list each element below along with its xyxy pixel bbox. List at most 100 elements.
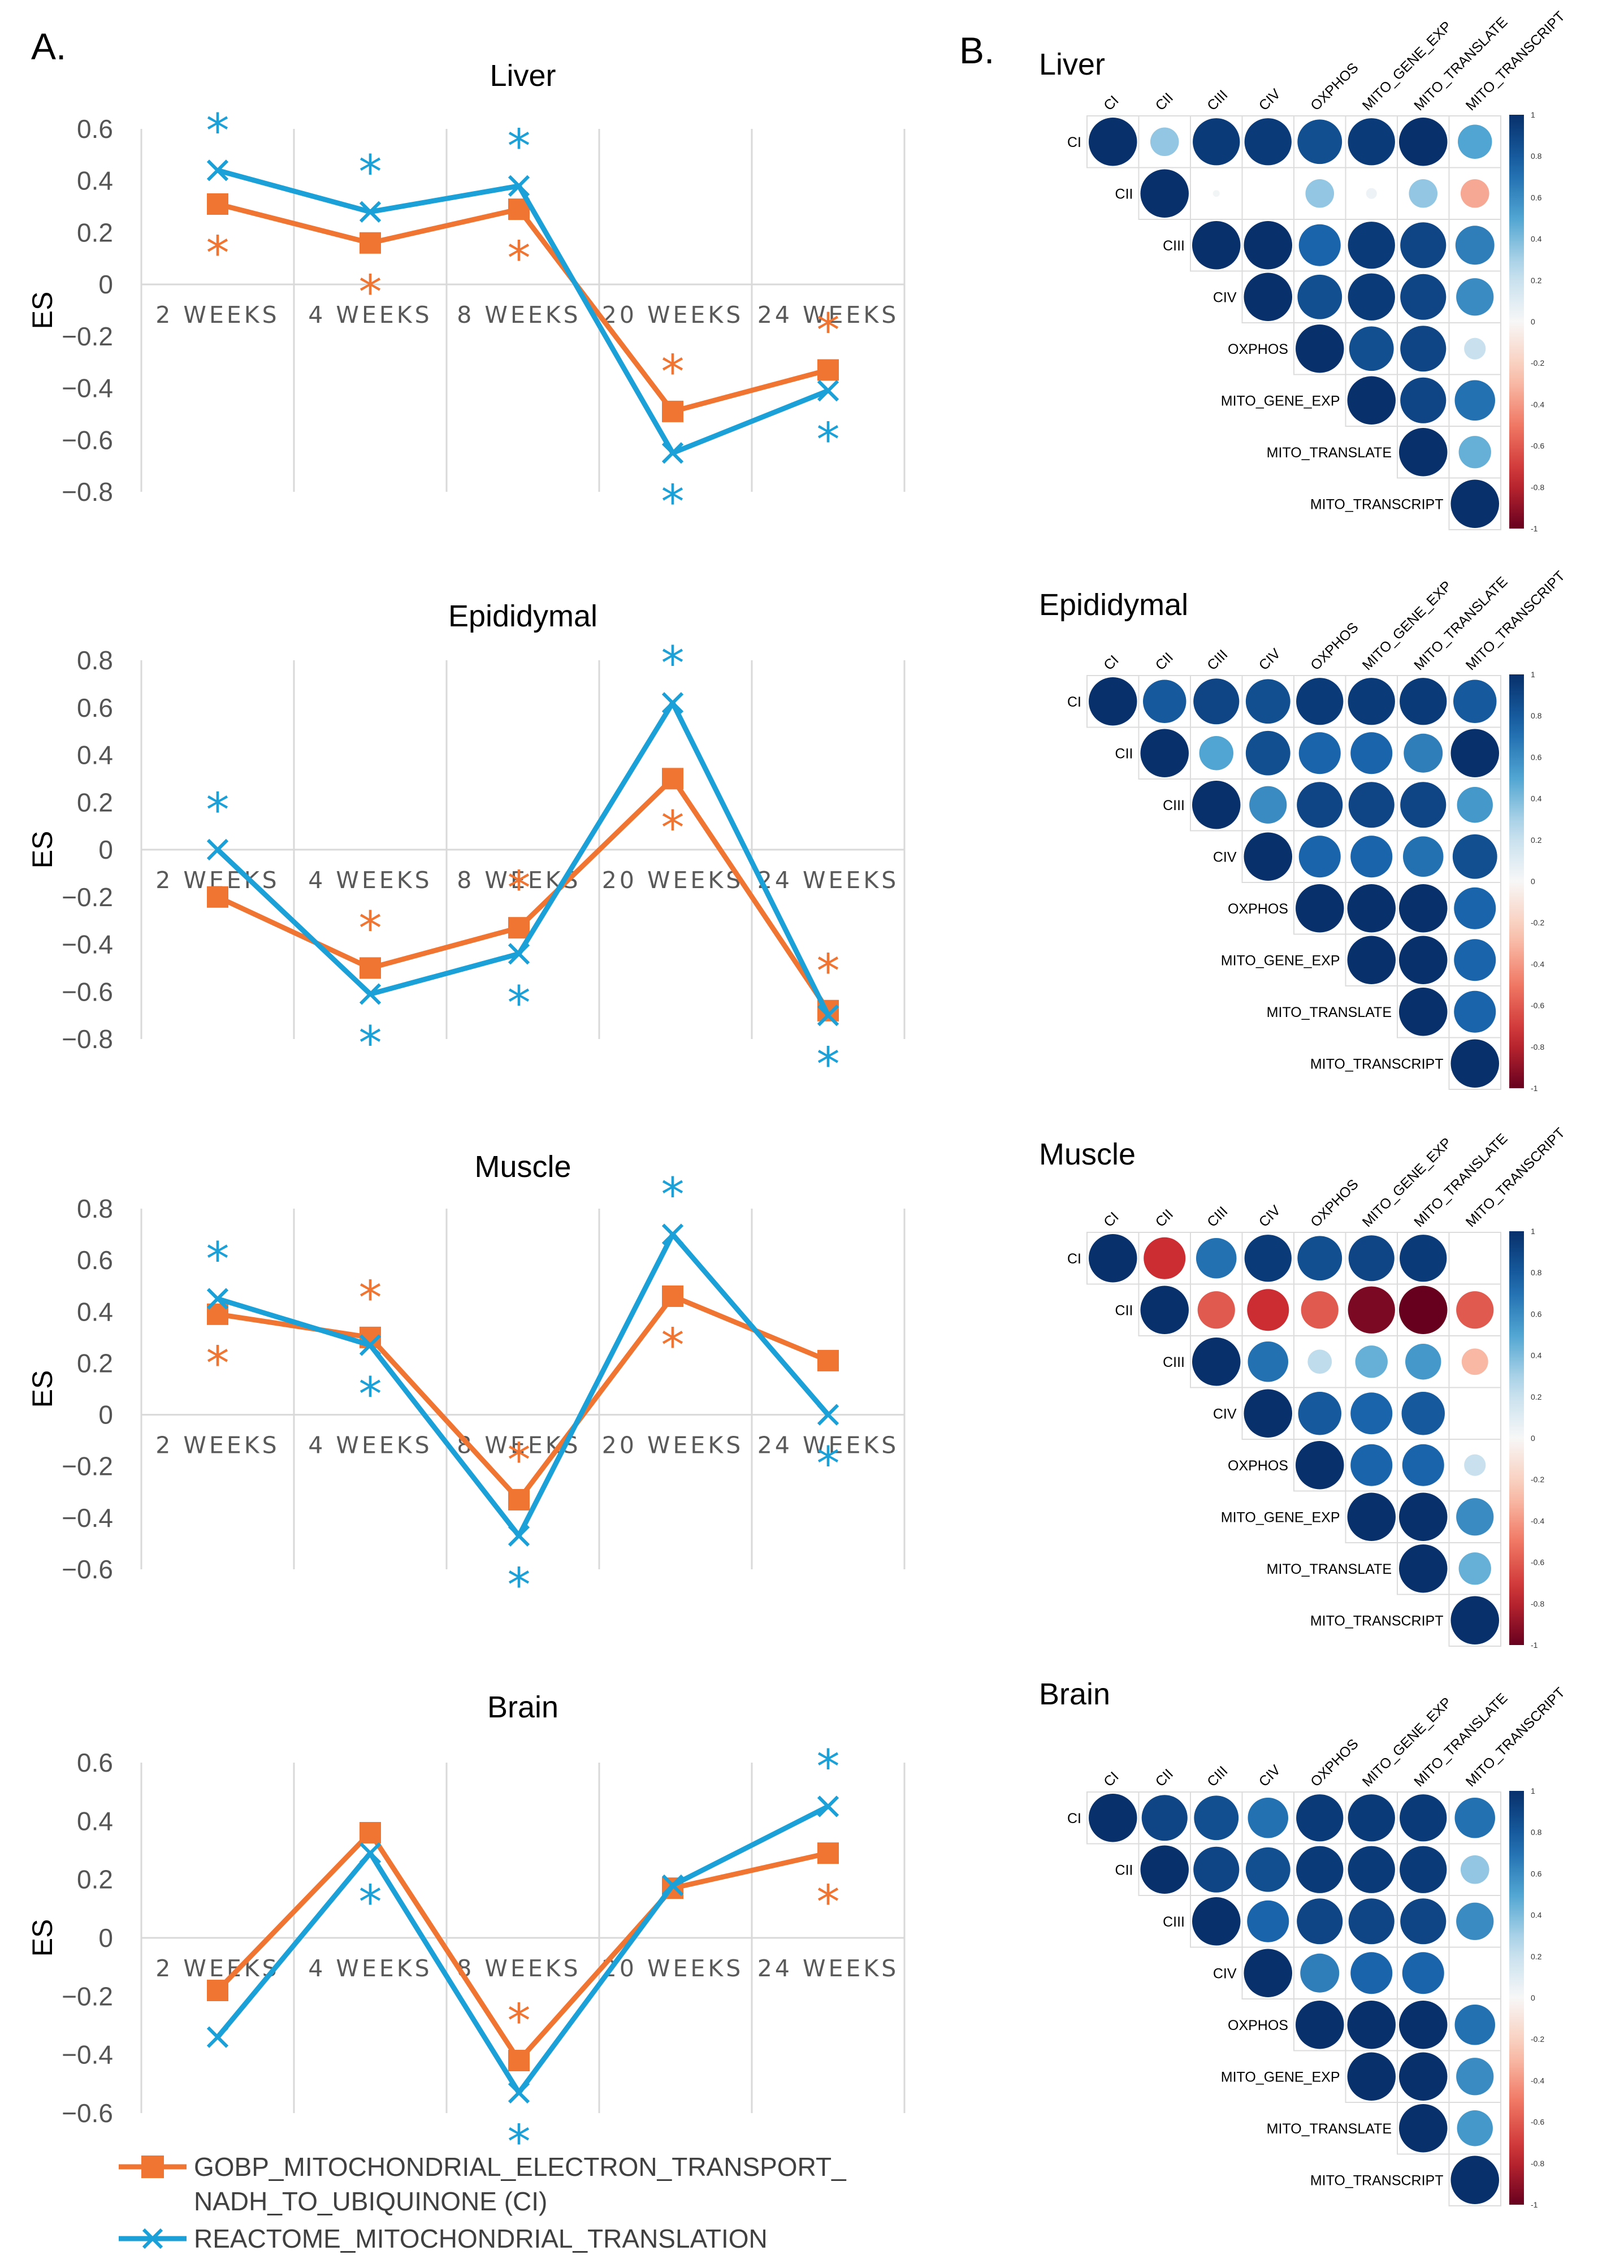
correlation-circle bbox=[1249, 786, 1287, 824]
colorbar bbox=[1509, 674, 1524, 1088]
legend-translation-marker bbox=[142, 2228, 163, 2249]
data-point bbox=[206, 1288, 229, 1310]
significance-asterisk: * bbox=[817, 945, 840, 998]
colorbar-tick-label: 0 bbox=[1531, 877, 1535, 886]
correlation-circle bbox=[1457, 787, 1493, 823]
y-tick-label: 0 bbox=[98, 835, 113, 864]
data-point bbox=[661, 1223, 684, 1245]
correlation-circle bbox=[1350, 1952, 1393, 1994]
data-point bbox=[360, 1822, 381, 1843]
correlation-circle bbox=[1348, 222, 1395, 269]
row-label: CII bbox=[1115, 746, 1133, 761]
column-label: CI bbox=[1101, 93, 1121, 114]
colorbar-tick-label: 0.6 bbox=[1531, 1309, 1542, 1318]
colorbar-tick-label: -0.4 bbox=[1531, 1516, 1544, 1525]
line-chart-epididymal: Epididymal 0.8 0.6 0.4 0.2 0 −0.2 −0.4 −0.6 −0.8 E… bbox=[27, 599, 906, 1092]
y-tick-label: −0.6 bbox=[62, 977, 113, 1006]
colorbar-tick-label: 0 bbox=[1531, 1434, 1535, 1443]
colorbar-tick-label: -1 bbox=[1531, 1084, 1538, 1093]
correlation-circle bbox=[1454, 887, 1496, 929]
data-point bbox=[661, 442, 684, 464]
correlation-circle bbox=[1305, 179, 1335, 208]
significance-asterisk: * bbox=[508, 120, 531, 174]
correlation-circle bbox=[1192, 1338, 1241, 1386]
colorbar-tick-label: -0.8 bbox=[1531, 1042, 1544, 1051]
row-label: MITO_GENE_EXP bbox=[1221, 2069, 1340, 2085]
column-label: CIII bbox=[1204, 647, 1231, 673]
correlation-circle bbox=[1296, 1794, 1344, 1842]
correlation-circle bbox=[1454, 939, 1496, 981]
significance-asterisk: * bbox=[359, 146, 382, 200]
chart-title: Brain bbox=[487, 1690, 558, 1724]
correlation-circle bbox=[1244, 832, 1292, 881]
correlation-circle bbox=[1399, 118, 1448, 166]
column-label: MITO_GENE_EXP bbox=[1359, 18, 1455, 114]
correlation-circle bbox=[1296, 2001, 1344, 2049]
correlation-circle bbox=[1454, 990, 1496, 1033]
significance-asterisk: * bbox=[508, 1434, 531, 1487]
x-tick-label: 24 WEEKS bbox=[757, 1955, 899, 1982]
data-point bbox=[207, 193, 228, 215]
correlation-circle bbox=[1452, 834, 1497, 879]
correlation-cell bbox=[1448, 1387, 1501, 1440]
column-label: CIV bbox=[1256, 646, 1284, 673]
correlation-circle bbox=[1297, 1236, 1342, 1281]
series-ci bbox=[207, 1822, 839, 2071]
significance-asterisk: * bbox=[359, 1876, 382, 1929]
y-tick-label: 0.6 bbox=[77, 693, 113, 722]
x-tick-label: 20 WEEKS bbox=[602, 301, 743, 328]
row-label: CIII bbox=[1163, 238, 1185, 254]
colorbar-tick-label: 0.6 bbox=[1531, 752, 1542, 761]
correlation-circle bbox=[1298, 836, 1341, 878]
data-point bbox=[508, 2050, 530, 2071]
correlation-circle bbox=[1456, 1902, 1494, 1940]
column-label: MITO_TRANSCRIPT bbox=[1463, 1685, 1568, 1790]
column-label: MITO_TRANSLATE bbox=[1411, 1690, 1510, 1790]
correlation-circle bbox=[1244, 1235, 1292, 1282]
correlation-circle bbox=[1150, 127, 1179, 157]
row-label: CII bbox=[1115, 186, 1133, 202]
row-label: MITO_GENE_EXP bbox=[1221, 953, 1340, 968]
correlation-cell bbox=[1241, 167, 1294, 220]
y-tick-label: −0.6 bbox=[62, 1555, 113, 1584]
line-chart-liver: Liver 0.6 0.4 0.2 0 −0.2 −0.4 −0.6 −0.8 ES 2 WEEKS… bbox=[27, 59, 906, 529]
correlation-circle bbox=[1194, 1795, 1239, 1841]
significance-asterisk: * bbox=[661, 1319, 685, 1373]
x-tick-label: 4 WEEKS bbox=[308, 867, 432, 894]
column-label: OXPHOS bbox=[1307, 60, 1361, 114]
row-label: MITO_TRANSCRIPT bbox=[1310, 2172, 1444, 2188]
y-tick-label: −0.4 bbox=[62, 374, 113, 403]
data-point bbox=[817, 1349, 839, 1371]
row-label: CI bbox=[1067, 1811, 1081, 1826]
x-tick-label: 2 WEEKS bbox=[155, 1432, 279, 1459]
line-chart-brain: Brain 0.6 0.4 0.2 0 −0.2 −0.4 −0.6 ES 2 WEEKS 4 WE… bbox=[27, 1690, 906, 2169]
y-tick-label: −0.4 bbox=[62, 1503, 113, 1533]
significance-asterisk: * bbox=[817, 1438, 840, 1491]
row-label: CIII bbox=[1163, 798, 1185, 813]
column-label: MITO_TRANSLATE bbox=[1411, 574, 1510, 673]
correlation-circle bbox=[1296, 324, 1344, 373]
row-label: MITO_TRANSLATE bbox=[1267, 445, 1392, 461]
colorbar-tick-label: 0.8 bbox=[1531, 1828, 1542, 1837]
colorbar-tick-label: -0.2 bbox=[1531, 358, 1544, 367]
y-tick-label: 0.4 bbox=[77, 741, 113, 770]
x-tick-label: 2 WEEKS bbox=[155, 1955, 279, 1982]
data-point bbox=[661, 692, 684, 714]
correlation-circle bbox=[1460, 1855, 1489, 1884]
correlation-circle bbox=[1458, 1552, 1491, 1585]
significance-asterisk: * bbox=[508, 1994, 531, 2048]
row-label: MITO_TRANSCRIPT bbox=[1310, 1056, 1444, 1072]
data-point bbox=[817, 1795, 839, 1817]
correlation-circle bbox=[1450, 479, 1499, 528]
correlation-circle bbox=[1143, 679, 1186, 723]
y-tick-label: 0.2 bbox=[77, 787, 113, 817]
y-tick-label: 0.4 bbox=[77, 1297, 113, 1326]
significance-asterisk: * bbox=[359, 1271, 382, 1325]
data-point bbox=[508, 943, 530, 965]
legend-translation-entry: REACTOME_MITOCHONDRIAL_TRANSLATION bbox=[119, 2224, 768, 2253]
y-tick-label: 0.6 bbox=[77, 1748, 113, 1777]
